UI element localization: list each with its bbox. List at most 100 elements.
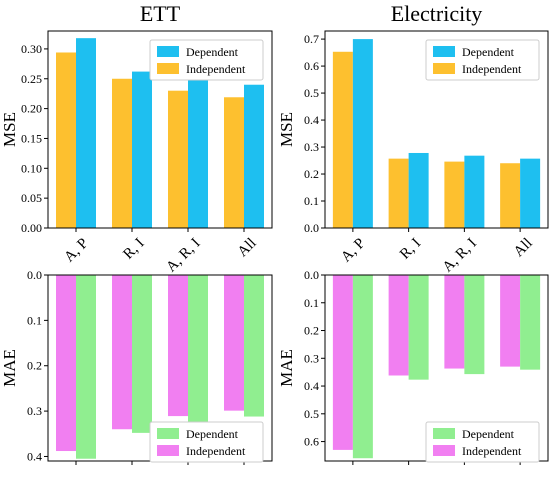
legend-swatch: [433, 445, 455, 456]
legend-label: Dependent: [186, 45, 239, 59]
bar-dependent-1: [76, 38, 96, 228]
y-tick-label: 0.2: [304, 167, 319, 181]
y-tick-label: 0.25: [21, 72, 42, 86]
y-tick-label: 0.1: [304, 296, 319, 310]
y-tick-label: 0.4: [304, 113, 319, 127]
y-tick-label: 0.0: [304, 221, 319, 235]
x-tick-label: All: [235, 235, 260, 260]
bar-independent-2: [112, 78, 132, 229]
x-tick-label: R, I: [120, 235, 147, 262]
bar-independent-2: [388, 275, 409, 376]
legend: Dependent Independent: [149, 421, 264, 463]
y-tick-label: 0.6: [304, 59, 319, 73]
x-tick-label: A, P: [338, 235, 368, 265]
bar-dependent-3: [464, 275, 485, 375]
y-tick-label: 0.1: [304, 194, 319, 208]
y-axis-label: MAE: [0, 349, 19, 387]
bar-dependent-2: [408, 152, 429, 228]
legend-label: Dependent: [462, 427, 515, 441]
y-tick-label: 0.05: [21, 191, 42, 205]
chart-panel-1: A, P R, I A, R, I All 0.00 0.05 0.10 0.15 0.20 0.…: [0, 1, 273, 275]
legend-label: Independent: [186, 444, 246, 458]
bar-dependent-1: [76, 275, 96, 459]
bar-dependent-1: [352, 275, 373, 459]
y-tick-label: 0.2: [27, 359, 42, 373]
bar-dependent-4: [244, 275, 264, 417]
x-tick-label: A, R, I: [163, 235, 203, 275]
y-tick-label: 0.4: [304, 379, 319, 393]
y-tick-label: 0.7: [304, 32, 319, 46]
bar-dependent-3: [464, 155, 485, 228]
bar-independent-1: [332, 51, 353, 229]
x-tick-label: R, I: [397, 235, 424, 262]
legend-swatch: [157, 445, 179, 456]
y-tick-label: 0.30: [21, 42, 42, 56]
bar-dependent-4: [520, 275, 541, 370]
bar-dependent-4: [520, 158, 541, 228]
y-tick-label: 0.3: [304, 140, 319, 154]
axes-frame: [47, 30, 273, 229]
legend-swatch: [433, 46, 455, 57]
legend-swatch: [157, 428, 179, 439]
y-tick-label: 0.20: [21, 102, 42, 116]
legend-swatch: [157, 46, 179, 57]
bar-independent-4: [224, 97, 244, 228]
legend: Dependent Independent: [425, 39, 540, 81]
bar-dependent-3: [188, 79, 208, 228]
bar-independent-4: [224, 275, 244, 411]
bar-dependent-2: [132, 275, 152, 433]
bar-independent-2: [388, 158, 409, 228]
y-axis-label: MAE: [277, 349, 296, 387]
bar-independent-1: [56, 275, 76, 452]
y-tick-label: 0.3: [304, 351, 319, 365]
bar-dependent-2: [408, 275, 429, 380]
legend-label: Independent: [186, 62, 246, 76]
bar-independent-3: [168, 90, 188, 229]
legend-swatch: [433, 428, 455, 439]
chart-title: Electricity: [391, 1, 483, 26]
axes-frame: [324, 30, 549, 229]
y-tick-label: 0.3: [27, 404, 42, 418]
y-tick-label: 0.0: [27, 268, 42, 282]
legend: Dependent Independent: [425, 421, 540, 463]
bar-dependent-1: [352, 39, 373, 229]
bar-independent-4: [500, 275, 521, 367]
y-tick-label: 0.0: [304, 268, 319, 282]
y-tick-label: 0.00: [21, 221, 42, 235]
bar-independent-4: [500, 163, 521, 228]
chart-panel-4: 0.0 0.1 0.2 0.3 0.4 0.5 0.6 MAE Dependent Indepen…: [277, 268, 549, 465]
bar-independent-3: [444, 275, 465, 369]
bar-dependent-2: [132, 71, 152, 229]
x-tick-label: A, R, I: [440, 235, 480, 275]
legend-label: Independent: [462, 444, 522, 458]
bar-independent-1: [332, 275, 353, 450]
bar-dependent-3: [188, 275, 208, 424]
y-tick-label: 0.2: [304, 324, 319, 338]
y-axis-label: MSE: [277, 112, 296, 147]
y-tick-label: 0.5: [304, 86, 319, 100]
chart-panel-3: 0.0 0.1 0.2 0.3 0.4 MAE Dependent Independent: [0, 268, 273, 465]
chart-panel-2: A, P R, I A, R, I All 0.0 0.1 0.2 0.3 0.4 0.5 0.6 0…: [277, 1, 549, 275]
y-tick-label: 0.4: [27, 449, 42, 463]
legend-label: Independent: [462, 62, 522, 76]
legend-swatch: [433, 63, 455, 74]
y-tick-label: 0.6: [304, 435, 319, 449]
x-tick-label: A, P: [61, 235, 91, 265]
y-axis-label: MSE: [0, 112, 19, 147]
y-tick-label: 0.15: [21, 131, 42, 145]
legend-label: Dependent: [462, 45, 515, 59]
legend: Dependent Independent: [149, 39, 264, 81]
x-tick-label: All: [511, 235, 536, 260]
legend-swatch: [157, 63, 179, 74]
y-tick-label: 0.1: [27, 313, 42, 327]
bar-independent-3: [444, 161, 465, 228]
bar-independent-1: [56, 52, 76, 229]
y-tick-label: 0.5: [304, 407, 319, 421]
chart-title: ETT: [140, 1, 181, 26]
bar-independent-2: [112, 275, 132, 430]
y-tick-label: 0.10: [21, 161, 42, 175]
legend-label: Dependent: [186, 427, 239, 441]
bar-independent-3: [168, 275, 188, 417]
bar-dependent-4: [244, 84, 264, 229]
